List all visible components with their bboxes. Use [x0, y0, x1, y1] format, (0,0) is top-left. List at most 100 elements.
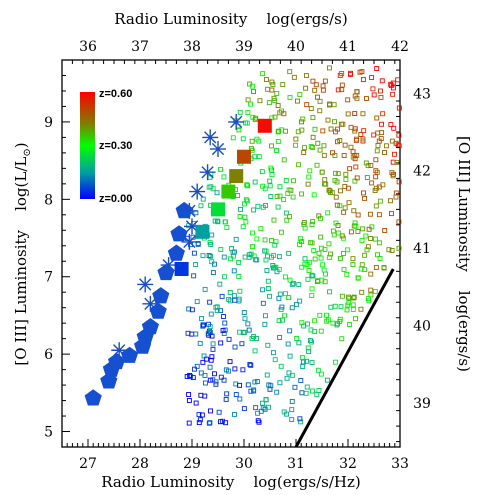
small-square — [299, 390, 305, 396]
small-square — [245, 97, 251, 103]
small-square — [310, 78, 316, 84]
small-square — [331, 232, 337, 238]
small-square — [335, 321, 340, 327]
small-square — [358, 306, 364, 312]
small-square — [233, 236, 239, 242]
small-square — [340, 251, 346, 256]
small-square — [208, 242, 214, 248]
small-square — [309, 272, 315, 278]
small-square — [283, 291, 288, 297]
limit-line — [294, 268, 395, 448]
small-square — [343, 177, 349, 182]
small-square — [306, 349, 312, 355]
small-square — [328, 304, 334, 310]
small-square — [395, 77, 401, 83]
small-square — [363, 233, 369, 239]
small-square — [359, 262, 365, 268]
small-square — [278, 363, 284, 369]
small-square — [292, 384, 298, 390]
small-square — [217, 281, 223, 287]
small-square — [308, 144, 314, 150]
small-square — [244, 198, 250, 204]
small-square — [299, 191, 304, 197]
small-square — [289, 281, 295, 287]
small-square — [341, 153, 347, 158]
small-square — [320, 262, 326, 268]
small-square — [215, 219, 221, 225]
small-square — [254, 336, 259, 341]
small-square — [242, 201, 247, 207]
small-square — [365, 244, 371, 250]
small-square — [375, 252, 380, 258]
big-square-point — [229, 169, 244, 184]
small-square — [310, 115, 316, 121]
small-square — [320, 87, 326, 93]
small-square — [289, 372, 295, 378]
small-square — [236, 273, 242, 279]
small-square — [343, 171, 349, 177]
small-square — [249, 83, 255, 89]
small-square — [262, 186, 268, 192]
x-tick-label: 29 — [183, 456, 201, 472]
small-square — [253, 115, 259, 121]
small-square — [388, 83, 394, 89]
small-square — [237, 329, 243, 335]
pentagon-point — [108, 352, 126, 370]
small-square — [298, 378, 304, 383]
small-square — [283, 177, 289, 183]
small-square — [319, 169, 325, 175]
small-square — [368, 236, 374, 241]
small-square — [380, 182, 386, 188]
small-square — [232, 344, 238, 350]
small-square — [275, 204, 281, 210]
small-square — [201, 353, 207, 359]
small-square — [286, 250, 292, 256]
small-square — [248, 146, 254, 152]
small-square — [271, 265, 276, 271]
small-square — [376, 240, 382, 246]
small-square — [200, 253, 206, 259]
right-tick-label: 39 — [413, 396, 431, 412]
small-square — [267, 178, 273, 184]
small-square — [277, 184, 283, 190]
small-square — [377, 256, 383, 261]
small-square — [224, 224, 230, 230]
small-square — [274, 90, 280, 96]
small-square — [312, 87, 318, 93]
small-square — [307, 338, 313, 344]
small-square — [252, 348, 258, 354]
small-square — [307, 168, 313, 174]
small-square — [390, 91, 396, 97]
small-square — [251, 388, 257, 394]
small-square — [393, 190, 399, 196]
small-square — [324, 312, 329, 318]
small-square — [360, 136, 366, 142]
small-square — [299, 264, 305, 270]
small-square — [344, 307, 350, 313]
small-square — [281, 196, 287, 202]
small-square — [355, 212, 361, 218]
small-square — [211, 371, 217, 377]
pentagon-point — [167, 244, 185, 261]
small-square — [208, 408, 213, 414]
small-square — [373, 203, 379, 209]
small-square — [290, 194, 296, 200]
small-square — [210, 270, 216, 275]
small-square — [394, 159, 400, 165]
small-square — [200, 323, 206, 329]
small-square — [323, 271, 328, 277]
small-square — [382, 228, 388, 233]
small-square — [287, 214, 292, 220]
small-square — [249, 230, 255, 236]
small-square — [297, 416, 303, 422]
small-square — [208, 184, 214, 190]
small-square — [315, 367, 321, 373]
small-square — [306, 174, 312, 180]
asterisk-point — [228, 113, 245, 130]
big-square-point — [237, 149, 251, 164]
small-square — [260, 287, 266, 293]
small-square — [337, 255, 343, 261]
small-square — [272, 242, 278, 248]
small-square — [307, 259, 313, 265]
small-square — [389, 248, 395, 253]
